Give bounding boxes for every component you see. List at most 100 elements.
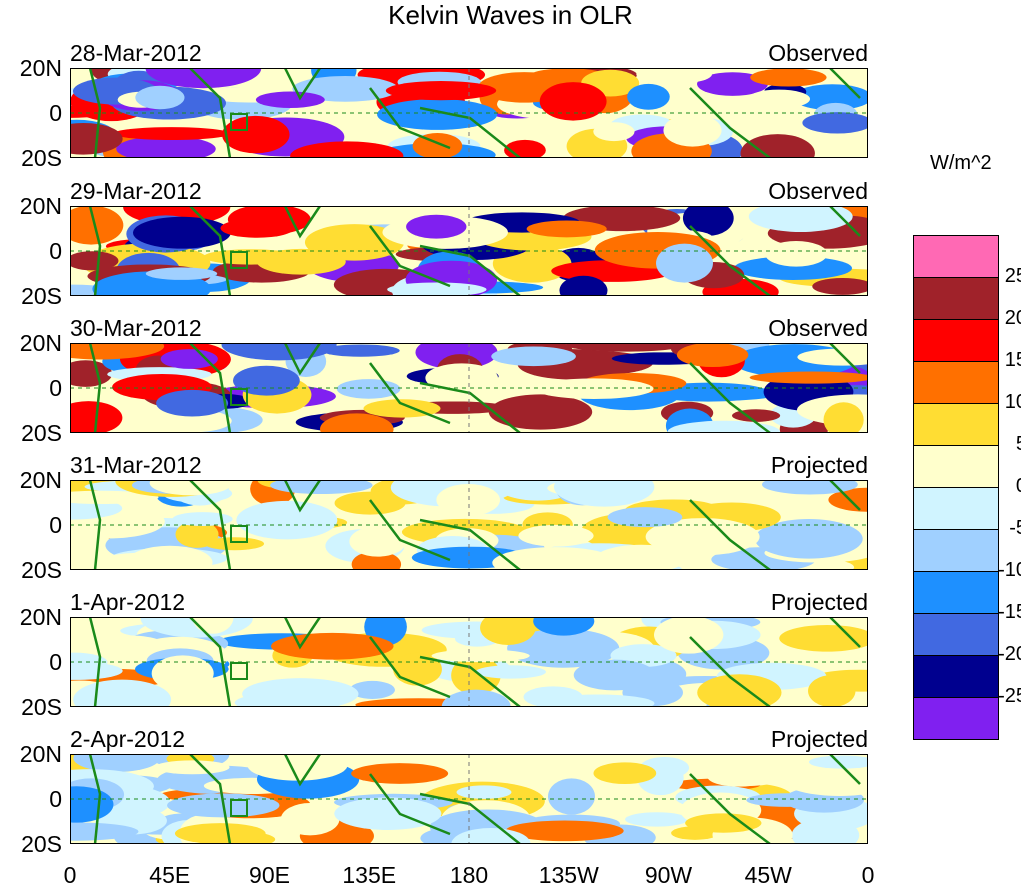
panel-date: 1-Apr-2012 [70, 589, 186, 615]
map-panel [70, 206, 868, 296]
y-tick-label: 0 [49, 649, 62, 675]
olr-anomaly-blob [754, 519, 863, 559]
olr-anomaly-blob [607, 507, 683, 528]
olr-anomaly-blob [133, 216, 231, 249]
olr-anomaly-blob [145, 267, 218, 280]
map-panel [70, 754, 868, 844]
olr-anomaly-blob [393, 652, 442, 686]
panel-type: Projected [770, 726, 868, 752]
olr-anomaly-blob [441, 689, 511, 707]
y-tick-label: 20N [19, 604, 62, 630]
olr-anomaly-blob [663, 114, 722, 147]
olr-anomaly-blob [70, 490, 159, 504]
olr-anomaly-blob [149, 480, 233, 496]
olr-anomaly-blob [507, 628, 620, 668]
map-panel [70, 617, 868, 707]
olr-anomaly-blob [627, 83, 670, 110]
olr-anomaly-blob [559, 275, 608, 296]
y-tick-label: 20S [21, 283, 62, 309]
olr-anomaly-blob [792, 84, 868, 111]
olr-anomaly-blob [573, 659, 656, 691]
olr-anomaly-blob [540, 694, 655, 707]
olr-anomaly-blob [565, 343, 686, 352]
olr-anomaly-blob [750, 68, 827, 87]
panel-date: 2-Apr-2012 [70, 726, 186, 752]
panel-type: Observed [768, 178, 868, 204]
panel-date: 31-Mar-2012 [70, 452, 202, 478]
olr-anomaly-blob [682, 206, 734, 236]
panel-type: Observed [768, 315, 868, 341]
olr-anomaly-blob [113, 127, 230, 140]
olr-anomaly-blob [151, 655, 214, 692]
olr-anomaly-blob [526, 220, 607, 238]
olr-anomaly-blob [505, 820, 624, 842]
region-box [230, 388, 248, 406]
coastline [88, 206, 861, 296]
colorbar-label: 15 [1004, 349, 1021, 371]
olr-anomaly-blob [70, 661, 123, 680]
olr-anomaly-blob [160, 349, 218, 369]
x-tick-label: 0 [861, 862, 875, 887]
colorbar-label: -5 [1009, 517, 1021, 539]
olr-anomaly-blob [475, 665, 546, 679]
colorbar-swatch [914, 488, 998, 530]
colorbar-label: 25 [1004, 265, 1021, 287]
olr-anomaly-blob [351, 550, 402, 570]
olr-anomaly-blob [73, 754, 160, 772]
olr-anomaly-blob [436, 484, 501, 516]
coastline [88, 754, 861, 844]
olr-anomaly-blob [70, 822, 139, 841]
olr-contour-map [70, 617, 868, 707]
olr-anomaly-blob [80, 635, 167, 656]
y-tick-label: 20S [21, 420, 62, 446]
olr-anomaly-blob [654, 617, 724, 654]
coastline [88, 617, 861, 707]
region-box [230, 251, 248, 269]
olr-contour-map [70, 68, 868, 158]
olr-anomaly-blob [174, 823, 266, 844]
olr-anomaly-blob [290, 141, 404, 158]
olr-anomaly-blob [70, 206, 124, 245]
olr-anomaly-blob [685, 813, 762, 833]
y-tick-label: 20N [19, 193, 62, 219]
olr-anomaly-blob [145, 68, 262, 89]
region-box [230, 662, 248, 680]
olr-anomaly-blob [823, 402, 864, 433]
olr-anomaly-blob [256, 248, 346, 275]
colorbar-swatch [914, 446, 998, 488]
olr-anomaly-blob [625, 812, 689, 827]
colorbar-swatch [914, 572, 998, 614]
olr-anomaly-blob [747, 89, 811, 109]
olr-anomaly-blob [518, 524, 594, 547]
olr-anomaly-blob [349, 526, 407, 557]
olr-anomaly-blob [797, 348, 868, 366]
olr-anomaly-blob [748, 206, 853, 232]
olr-anomaly-blob [480, 617, 536, 645]
olr-anomaly-blob [539, 82, 607, 121]
olr-anomaly-blob [385, 81, 497, 101]
x-tick-label: 45W [744, 862, 792, 887]
olr-anomaly-blob [548, 778, 595, 815]
olr-anomaly-blob [533, 617, 595, 636]
x-tick-label: 90W [644, 862, 693, 887]
panel-type: Projected [770, 452, 868, 478]
y-tick-label: 20N [19, 741, 62, 767]
figure-title: Kelvin Waves in OLR [388, 0, 633, 30]
olr-anomaly-blob [676, 343, 749, 367]
olr-anomaly-blob [255, 91, 325, 108]
colorbar [913, 235, 999, 740]
x-tick-label: 45E [149, 862, 191, 887]
map-panel [70, 480, 868, 570]
olr-anomaly-blob [740, 134, 815, 158]
olr-contour-map [70, 480, 868, 570]
olr-anomaly-blob [351, 763, 449, 784]
olr-anomaly-blob [406, 214, 467, 239]
map-panel [70, 343, 868, 433]
y-tick-label: 0 [49, 512, 62, 538]
y-tick-label: 0 [49, 238, 62, 264]
colorbar-label: -20 [998, 643, 1021, 665]
colorbar-swatch [914, 278, 998, 320]
olr-contour-map [70, 754, 868, 844]
region-box [230, 525, 248, 543]
